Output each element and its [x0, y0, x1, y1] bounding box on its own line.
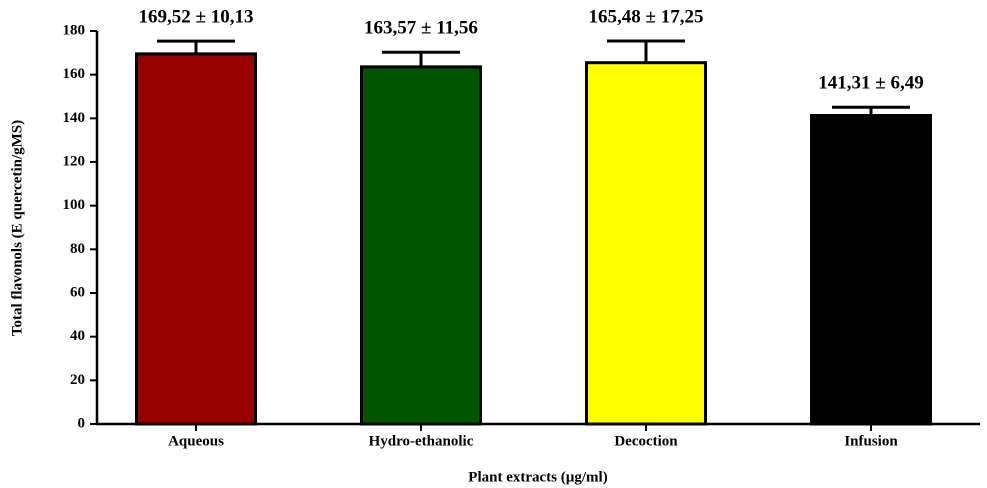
- x-tick-label: Decoction: [614, 433, 678, 449]
- y-tick-label: 60: [70, 284, 85, 300]
- y-tick-label: 180: [63, 22, 86, 38]
- y-tick-label: 160: [63, 66, 86, 82]
- y-axis-title: Total flavonols (E quercetin/gMS): [9, 120, 25, 336]
- y-tick-label: 20: [70, 372, 85, 388]
- value-label: 169,52 ± 10,13: [139, 6, 254, 27]
- y-tick-label: 40: [70, 328, 85, 344]
- bar: [360, 65, 482, 426]
- y-tick-label: 0: [78, 415, 86, 431]
- y-tick-label: 100: [63, 197, 86, 213]
- y-tick-label: 140: [63, 110, 86, 126]
- x-tick-label: Aqueous: [168, 433, 224, 449]
- value-label: 163,57 ± 11,56: [364, 18, 478, 39]
- x-tick-label: Hydro-ethanolic: [369, 433, 474, 449]
- x-tick-label: Infusion: [844, 433, 898, 449]
- bar: [135, 52, 257, 426]
- y-tick-label: 80: [70, 241, 85, 257]
- bar: [585, 61, 707, 426]
- bar: [810, 113, 932, 426]
- value-label: 141,31 ± 6,49: [818, 73, 923, 94]
- value-label: 165,48 ± 17,25: [589, 6, 704, 27]
- y-tick-label: 120: [63, 153, 86, 169]
- x-axis-title: Plant extracts (µg/ml): [468, 469, 607, 485]
